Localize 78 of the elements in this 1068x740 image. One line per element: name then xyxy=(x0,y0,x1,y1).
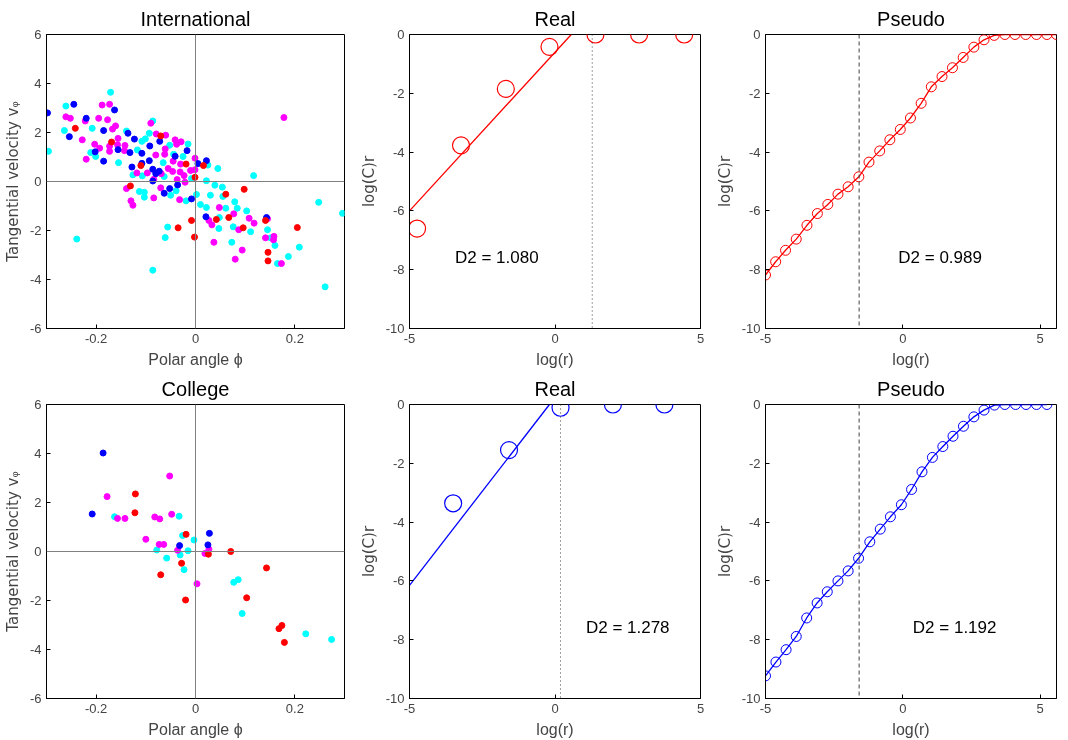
y-tick-label: -10 xyxy=(741,691,761,706)
y-tick-label: 2 xyxy=(34,495,42,510)
x-axis-title: log(r) xyxy=(536,720,574,738)
chart-title: Real xyxy=(534,377,576,400)
y-axis-title: log(C)r xyxy=(715,525,734,578)
x-tick-label: -5 xyxy=(403,700,416,716)
x-tick-label: 0.2 xyxy=(285,700,304,716)
y-tick-label: 0 xyxy=(34,544,42,559)
x-axis-title: Polar angle ϕ xyxy=(148,720,243,738)
y-axis-title: log(C)r xyxy=(715,155,734,208)
y-tick-label: -6 xyxy=(29,321,42,336)
annotation: D2 = 1.278 xyxy=(585,618,670,638)
x-tick-label: -0.2 xyxy=(84,700,108,716)
y-tick-label: -8 xyxy=(392,262,405,278)
x-tick-label: 5 xyxy=(696,330,705,346)
y-tick-label: -6 xyxy=(748,203,761,219)
y-tick-label: -6 xyxy=(392,203,405,219)
x-tick-label: 5 xyxy=(1036,330,1044,346)
x-tick-label: 5 xyxy=(1036,700,1044,716)
y-tick-label: 0 xyxy=(34,174,42,189)
y-axis-title: Tangential velocity vᵩ xyxy=(3,101,22,263)
y-tick-label: -8 xyxy=(748,262,761,278)
y-tick-label: 2 xyxy=(34,125,42,140)
chart-title: College xyxy=(161,377,230,400)
y-tick-label: -10 xyxy=(385,691,405,706)
y-tick-label: 6 xyxy=(34,397,42,412)
x-tick-label: 0.2 xyxy=(285,330,304,346)
x-tick-label: -5 xyxy=(759,700,772,716)
y-tick-label: 4 xyxy=(34,76,42,91)
y-tick-label: 0 xyxy=(753,397,761,412)
y-tick-label: -2 xyxy=(29,223,42,238)
y-tick-label: 0 xyxy=(397,397,405,412)
y-tick-label: -6 xyxy=(748,573,761,589)
x-tick-label: 0 xyxy=(191,700,200,716)
x-tick-label: 5 xyxy=(696,700,705,716)
y-tick-label: -4 xyxy=(392,144,405,160)
x-tick-label: 0 xyxy=(899,700,907,716)
y-tick-label: 6 xyxy=(34,27,42,42)
y-axis-title: Tangential velocity vᵩ xyxy=(3,471,22,633)
y-tick-label: -6 xyxy=(29,691,42,706)
y-tick-label: -8 xyxy=(392,632,405,648)
y-tick-label: -2 xyxy=(748,85,761,101)
y-tick-label: -4 xyxy=(748,514,761,530)
x-tick-label: 0 xyxy=(551,330,559,346)
chart-title: Pseudo xyxy=(877,7,945,30)
x-axis-title: log(r) xyxy=(892,350,930,368)
y-tick-label: 4 xyxy=(34,446,42,461)
chart-title: International xyxy=(140,7,251,30)
x-axis-title: Polar angle ϕ xyxy=(148,350,243,368)
x-tick-label: -5 xyxy=(403,330,416,346)
x-tick-label: 0 xyxy=(899,330,907,346)
y-tick-label: -4 xyxy=(29,272,42,287)
annotation: D2 = 1.192 xyxy=(912,618,997,638)
x-tick-label: -0.2 xyxy=(84,330,108,346)
y-tick-label: 0 xyxy=(753,27,761,42)
y-tick-label: -4 xyxy=(29,642,42,657)
chart-title: Real xyxy=(534,7,576,30)
y-tick-label: -4 xyxy=(392,514,405,530)
y-tick-label: -6 xyxy=(392,573,405,589)
y-tick-label: -4 xyxy=(748,144,761,160)
x-axis-title: log(r) xyxy=(536,350,574,368)
y-axis-title: log(C)r xyxy=(359,155,378,208)
y-tick-label: -2 xyxy=(392,455,405,471)
y-tick-label: -2 xyxy=(748,455,761,471)
chart-title: Pseudo xyxy=(877,377,945,400)
y-tick-label: -2 xyxy=(392,85,405,101)
y-axis-title: log(C)r xyxy=(359,525,378,578)
y-tick-label: -2 xyxy=(29,593,42,608)
y-tick-label: -8 xyxy=(748,632,761,648)
x-tick-label: 0 xyxy=(191,330,200,346)
y-tick-label: -10 xyxy=(385,321,405,336)
x-axis-title: log(r) xyxy=(892,720,930,738)
y-tick-label: 0 xyxy=(397,27,405,42)
annotation: D2 = 0.989 xyxy=(898,248,982,268)
x-tick-label: -5 xyxy=(759,330,772,346)
x-tick-label: 0 xyxy=(551,700,559,716)
y-tick-label: -10 xyxy=(741,321,761,336)
annotation: D2 = 1.080 xyxy=(454,248,539,268)
